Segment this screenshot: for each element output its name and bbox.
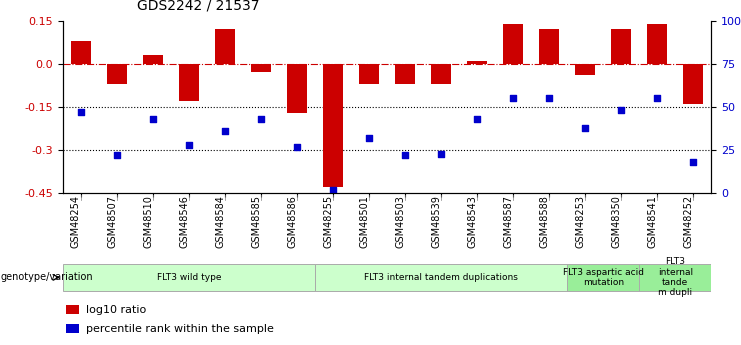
Point [688,159,700,165]
Bar [179,64,199,101]
Bar [315,264,568,291]
Bar [611,29,631,64]
Text: GSM48254: GSM48254 [71,195,81,248]
Bar [107,64,127,84]
Bar [288,64,307,113]
Bar [63,264,315,291]
Point [399,152,411,158]
Text: GSM48541: GSM48541 [648,195,657,248]
Point [291,144,303,149]
Text: GSM48539: GSM48539 [431,195,441,248]
Text: GSM48588: GSM48588 [539,195,549,248]
Bar [639,264,711,291]
Bar [648,23,667,64]
Bar [395,64,415,84]
Text: FLT3 internal tandem duplications: FLT3 internal tandem duplications [365,273,518,282]
Text: GSM48510: GSM48510 [143,195,153,248]
Text: GSM48586: GSM48586 [287,195,297,248]
Text: FLT3
internal
tande
m dupli: FLT3 internal tande m dupli [658,257,693,297]
Text: GSM48584: GSM48584 [215,195,225,248]
Text: GSM48350: GSM48350 [611,195,621,248]
Bar [215,29,235,64]
Point [508,96,519,101]
Bar [568,264,639,291]
Bar [468,61,487,64]
Point [651,96,663,101]
Text: log10 ratio: log10 ratio [86,305,146,315]
Text: GSM48253: GSM48253 [575,195,585,248]
Point [183,142,195,148]
Text: percentile rank within the sample: percentile rank within the sample [86,324,273,334]
Bar [575,64,595,75]
Text: GSM48507: GSM48507 [107,195,117,248]
Text: FLT3 aspartic acid
mutation: FLT3 aspartic acid mutation [563,268,644,287]
Bar [66,305,79,314]
Text: GSM48501: GSM48501 [359,195,369,248]
Bar [66,324,79,333]
Point [579,125,591,130]
Bar [683,64,703,104]
Point [615,108,627,113]
Text: genotype/variation: genotype/variation [1,273,93,282]
Text: GSM48543: GSM48543 [468,195,477,248]
Point [75,109,87,115]
Bar [431,64,451,84]
Point [363,135,375,141]
Point [328,187,339,193]
Point [111,152,123,158]
Text: GSM48503: GSM48503 [395,195,405,248]
Text: GSM48587: GSM48587 [503,195,514,248]
Bar [71,41,91,64]
Bar [143,55,163,64]
Text: GSM48585: GSM48585 [251,195,261,248]
Point [147,116,159,122]
Text: GSM48255: GSM48255 [323,195,333,248]
Bar [359,64,379,84]
Bar [251,64,271,72]
Text: FLT3 wild type: FLT3 wild type [157,273,222,282]
Point [219,128,231,134]
Point [255,116,267,122]
Bar [539,29,559,64]
Text: GDS2242 / 21537: GDS2242 / 21537 [137,0,259,12]
Point [471,116,483,122]
Text: GSM48546: GSM48546 [179,195,189,248]
Text: GSM48252: GSM48252 [683,195,694,248]
Bar [323,64,343,187]
Bar [503,23,523,64]
Point [543,96,555,101]
Point [435,151,447,156]
